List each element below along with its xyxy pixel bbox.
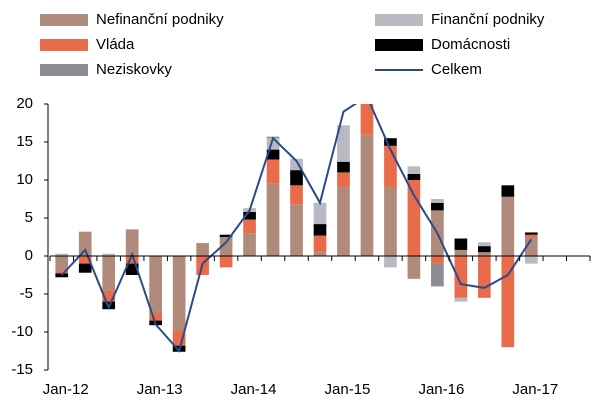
- bar-segment: [172, 256, 186, 331]
- legend-label: Nefinanční podniky: [96, 11, 224, 28]
- bar-segment: [407, 166, 421, 174]
- bar-segment: [219, 237, 233, 256]
- legend-label: Neziskovky: [96, 61, 172, 78]
- bar-segment: [102, 253, 116, 256]
- bar-segment: [102, 256, 116, 291]
- bar-segment: [337, 161, 350, 173]
- bar-segment: [55, 273, 69, 278]
- bar-segment: [313, 224, 327, 236]
- bar-segment: [454, 256, 468, 298]
- bar-segment: [524, 256, 538, 264]
- bar-segment: [313, 252, 327, 256]
- bar-segment: [454, 297, 468, 302]
- bar-segment: [290, 185, 303, 205]
- y-tick-label: 5: [25, 209, 33, 226]
- bar-segment: [431, 202, 444, 211]
- bar-segment: [478, 252, 491, 256]
- total-line: [61, 104, 533, 354]
- bar-segment: [501, 185, 515, 197]
- x-tick-label: Jan-17: [512, 381, 558, 398]
- bar-segment: [266, 138, 280, 150]
- bar-segment: [407, 173, 421, 180]
- bar-segment: [431, 263, 444, 287]
- bar-segment: [55, 253, 69, 256]
- bar-segment: [266, 183, 280, 256]
- bar-segment: [478, 242, 491, 247]
- bar-segment: [454, 238, 468, 250]
- bar-segment: [219, 256, 233, 268]
- bar-segment: [55, 271, 69, 274]
- bar-segment: [243, 233, 256, 256]
- legend-label: Domácnosti: [431, 36, 510, 53]
- bar-segment: [384, 138, 397, 146]
- bar-segment: [313, 235, 327, 253]
- legend-label: Celkem: [431, 61, 482, 78]
- bar-segment: [360, 134, 374, 256]
- bar-segment: [290, 158, 303, 171]
- legend-swatch: [375, 14, 423, 26]
- x-tick-label: Jan-12: [43, 381, 89, 398]
- bar-segment: [78, 231, 92, 256]
- legend-label: Vláda: [96, 36, 135, 53]
- bar-segment: [407, 180, 421, 256]
- bar-segment: [431, 256, 444, 264]
- bar-segment: [125, 229, 139, 256]
- bar-segment: [243, 219, 256, 234]
- bar-segment: [478, 256, 491, 298]
- y-tick-label: -10: [11, 323, 33, 340]
- legend-swatch: [40, 14, 88, 26]
- y-tick-label: 10: [16, 171, 33, 188]
- bar-segment: [407, 256, 421, 279]
- bar-segment: [384, 187, 397, 256]
- bar-segment: [360, 104, 374, 135]
- bar-segment: [266, 159, 280, 184]
- x-tick-label: Jan-14: [231, 381, 277, 398]
- bar-segment: [290, 170, 303, 186]
- bar-segment: [313, 202, 327, 225]
- bar-segment: [55, 256, 69, 272]
- bar-segment: [524, 234, 538, 237]
- x-tick-label: Jan-15: [325, 381, 371, 398]
- bar-segment: [102, 290, 116, 302]
- y-tick-label: 15: [16, 133, 33, 150]
- y-tick-label: -15: [11, 361, 33, 378]
- x-tick-label: Jan-13: [137, 381, 183, 398]
- bar-segment: [524, 237, 538, 256]
- y-tick-label: -5: [20, 285, 33, 302]
- bar-segment: [337, 172, 350, 188]
- bar-segment: [501, 256, 515, 348]
- bar-segment: [501, 196, 515, 256]
- y-tick-label: 20: [16, 95, 33, 112]
- bar-segment: [243, 211, 256, 220]
- bar-segment: [78, 263, 92, 273]
- bar-segment: [219, 234, 233, 237]
- bar-segment: [431, 199, 444, 203]
- plot-area: [55, 104, 538, 354]
- x-tick-label: Jan-16: [418, 381, 464, 398]
- bar-segment: [290, 204, 303, 256]
- bar-segment: [524, 232, 538, 235]
- legend-swatch: [40, 64, 88, 76]
- bar-segment: [266, 149, 280, 160]
- bar-segment: [125, 256, 139, 264]
- bar-segment: [78, 256, 92, 264]
- bar-segment: [337, 125, 350, 162]
- bar-segment: [384, 145, 397, 188]
- bar-segment: [337, 187, 350, 256]
- bar-segment: [149, 256, 162, 313]
- bar-segment: [454, 249, 468, 256]
- y-tick-label: 0: [25, 247, 33, 264]
- bar-segment: [149, 313, 162, 321]
- legend-swatch: [375, 39, 423, 51]
- bar-segment: [478, 246, 491, 253]
- legend-label: Finanční podniky: [431, 11, 545, 28]
- legend-swatch: [40, 39, 88, 51]
- bar-segment: [125, 263, 139, 275]
- bar-segment: [384, 256, 397, 268]
- bar-segment: [196, 243, 209, 256]
